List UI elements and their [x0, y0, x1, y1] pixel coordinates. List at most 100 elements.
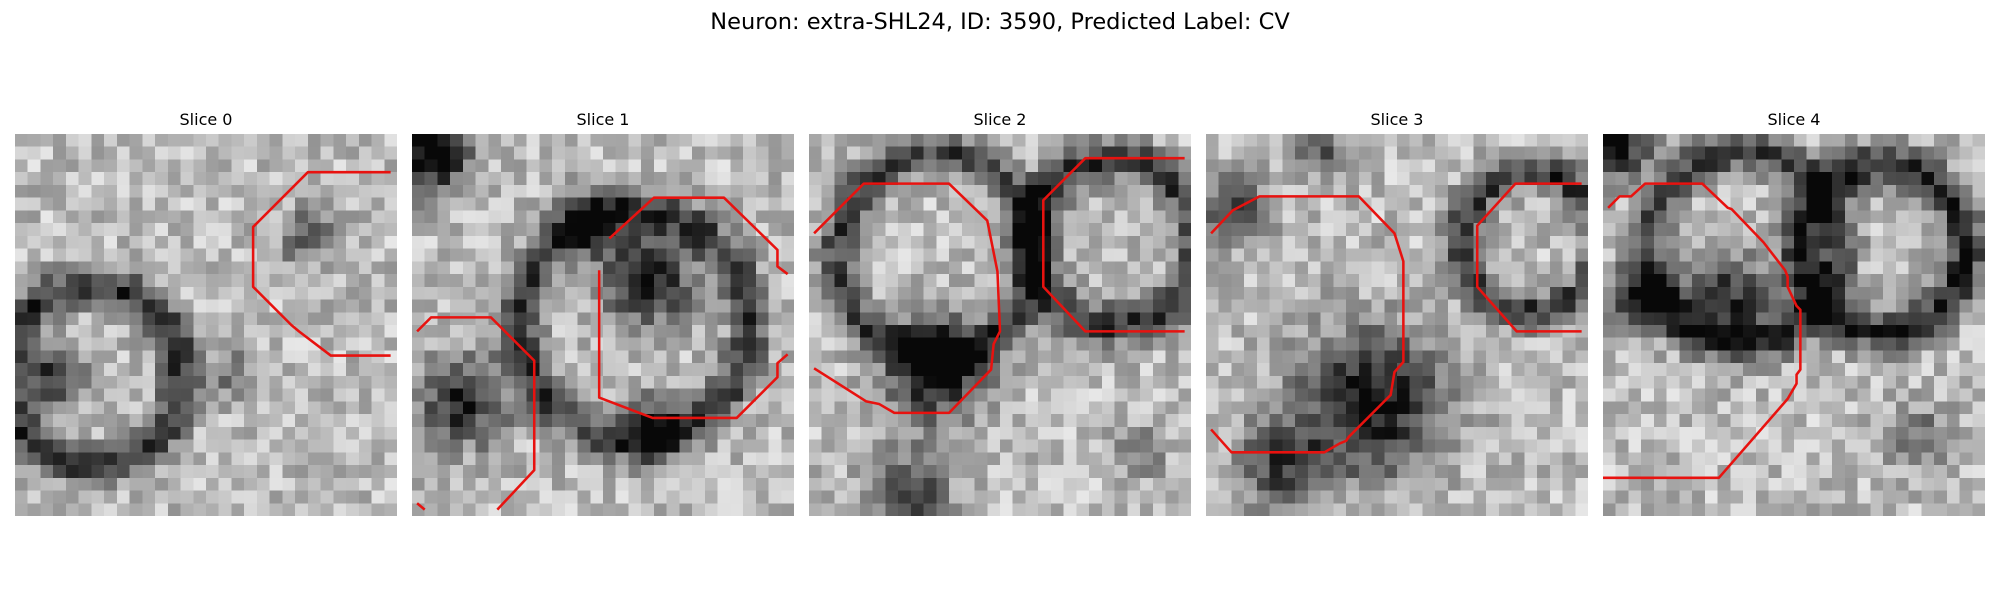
image-pixel: [384, 414, 397, 428]
image-pixel: [307, 401, 321, 415]
image-pixel: [1307, 146, 1321, 160]
image-pixel: [320, 235, 334, 249]
image-pixel: [1653, 172, 1667, 186]
image-pixel: [1562, 159, 1576, 173]
image-pixel: [755, 248, 769, 262]
image-pixel: [1730, 197, 1744, 211]
image-pixel: [15, 159, 28, 173]
image-pixel: [1946, 350, 1960, 364]
image-pixel: [295, 426, 309, 440]
image-pixel: [282, 426, 296, 440]
image-pixel: [1127, 146, 1141, 160]
image-pixel: [193, 134, 207, 147]
image-pixel: [180, 439, 194, 453]
image-pixel: [218, 414, 232, 428]
image-pixel: [974, 223, 988, 237]
image-pixel: [1025, 312, 1039, 326]
image-pixel: [552, 477, 566, 491]
image-pixel: [1959, 172, 1973, 186]
image-pixel: [1921, 325, 1935, 338]
image-pixel: [142, 235, 156, 249]
image-pixel: [1127, 248, 1141, 262]
image-pixel: [142, 134, 156, 147]
image-pixel: [526, 197, 540, 211]
image-pixel: [653, 401, 667, 415]
image-pixel: [1101, 274, 1115, 288]
image-pixel: [91, 401, 105, 415]
image-pixel: [1320, 401, 1334, 415]
image-pixel: [1575, 465, 1588, 479]
image-pixel: [256, 503, 270, 516]
image-pixel: [129, 223, 143, 237]
image-pixel: [15, 223, 28, 237]
image-pixel: [1641, 312, 1655, 326]
image-pixel: [282, 503, 296, 516]
image-pixel: [1473, 235, 1487, 249]
image-pixel: [475, 159, 489, 173]
image-pixel: [384, 286, 397, 300]
image-pixel: [78, 465, 92, 479]
image-pixel: [1320, 503, 1334, 516]
image-pixel: [104, 477, 118, 491]
image-pixel: [1870, 248, 1884, 262]
image-pixel: [1959, 223, 1973, 237]
image-pixel: [358, 465, 372, 479]
image-pixel: [974, 465, 988, 479]
image-pixel: [1717, 375, 1731, 389]
image-pixel: [256, 146, 270, 160]
image-pixel: [1679, 426, 1693, 440]
image-pixel: [1883, 414, 1897, 428]
image-pixel: [155, 337, 169, 351]
image-pixel: [590, 223, 604, 237]
image-pixel: [1165, 286, 1179, 300]
image-pixel: [1743, 299, 1757, 313]
image-pixel: [104, 426, 118, 440]
image-pixel: [78, 337, 92, 351]
image-pixel: [206, 134, 219, 147]
image-pixel: [501, 235, 515, 249]
image-pixel: [65, 146, 79, 160]
image-pixel: [1549, 274, 1563, 288]
image-pixel: [256, 452, 270, 466]
image-pixel: [104, 350, 118, 364]
image-pixel: [1653, 248, 1667, 262]
image-pixel: [320, 274, 334, 288]
image-pixel: [1012, 414, 1026, 428]
image-pixel: [961, 465, 975, 479]
image-pixel: [1012, 503, 1026, 516]
image-pixel: [1269, 465, 1283, 479]
image-pixel: [539, 503, 553, 516]
image-pixel: [628, 312, 642, 326]
image-pixel: [1641, 465, 1655, 479]
image-pixel: [1282, 172, 1296, 186]
image-pixel: [1447, 477, 1461, 491]
image-pixel: [1244, 248, 1258, 262]
image-pixel: [307, 426, 321, 440]
image-pixel: [859, 261, 873, 275]
image-pixel: [1794, 248, 1807, 262]
image-pixel: [1152, 184, 1166, 198]
image-pixel: [1806, 477, 1820, 491]
image-pixel: [1883, 337, 1897, 351]
red-contour-line: [813, 182, 1002, 415]
image-pixel: [1562, 337, 1576, 351]
image-pixel: [872, 210, 886, 224]
image-pixel: [27, 299, 41, 313]
image-pixel: [424, 286, 438, 300]
image-pixel: [346, 490, 360, 504]
image-pixel: [193, 388, 207, 402]
image-pixel: [1206, 274, 1219, 288]
image-pixel: [155, 172, 169, 186]
image-pixel: [755, 286, 769, 300]
image-pixel: [1615, 439, 1629, 453]
image-pixel: [437, 172, 451, 186]
image-pixel: [256, 248, 270, 262]
image-pixel: [475, 490, 489, 504]
image-pixel: [155, 159, 169, 173]
image-pixel: [1127, 388, 1141, 402]
image-pixel: [193, 503, 207, 516]
image-pixel: [1511, 274, 1525, 288]
image-pixel: [1178, 184, 1191, 198]
image-pixel: [1422, 172, 1436, 186]
image-pixel: [1063, 503, 1077, 516]
